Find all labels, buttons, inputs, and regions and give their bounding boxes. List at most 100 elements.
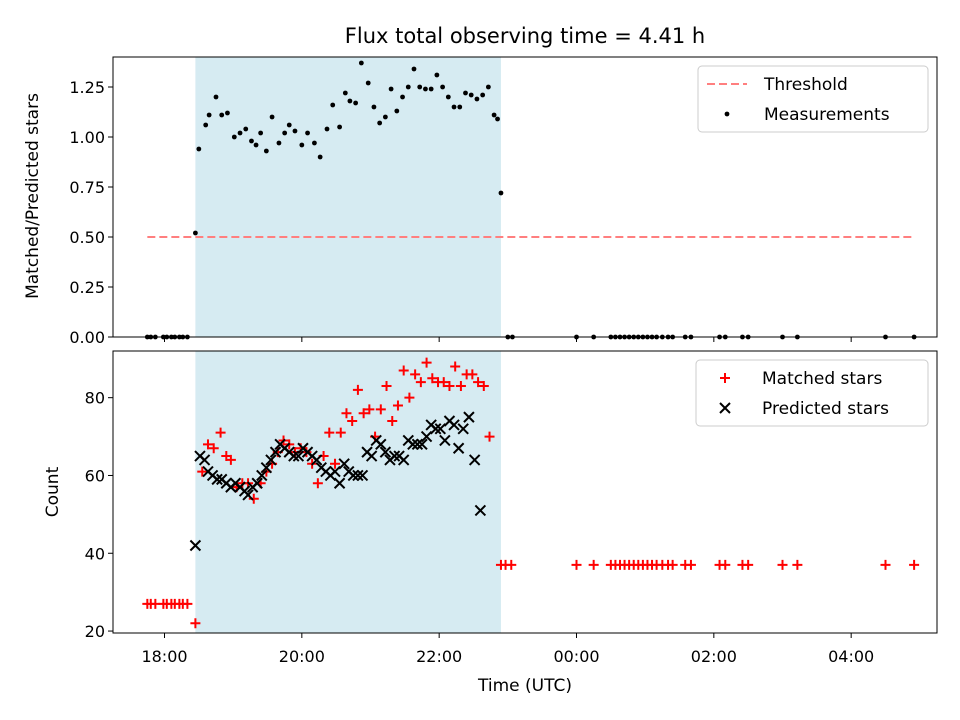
data-point	[387, 416, 398, 427]
data-point	[506, 559, 517, 570]
data-point	[208, 443, 219, 454]
data-point	[276, 140, 282, 146]
top-y-axis-label: Matched/Predicted stars	[23, 93, 43, 299]
count-panel: Count Time (UTC) 20 40 60 80 18:00 20:00 22:00…	[43, 350, 938, 696]
top-observing-window	[195, 57, 501, 337]
data-point	[463, 90, 468, 96]
data-point	[352, 384, 363, 395]
data-point	[468, 92, 474, 98]
top-axes-frame	[112, 56, 938, 338]
ratio-panel: Flux total observing time = 4.41 h Match…	[23, 24, 938, 347]
data-point	[330, 102, 336, 108]
data-point	[225, 110, 230, 116]
y-tick-label: 40	[85, 544, 105, 563]
data-point	[420, 430, 433, 443]
top-legend	[697, 65, 929, 133]
data-point	[415, 377, 426, 388]
data-point	[375, 404, 386, 415]
legend-label: Predicted stars	[762, 399, 889, 419]
legend-label: Threshold	[763, 75, 848, 95]
y-tick-label: 80	[85, 389, 105, 408]
data-point	[421, 357, 432, 368]
data-point	[282, 130, 288, 136]
data-point	[219, 112, 225, 118]
data-point	[347, 416, 358, 427]
data-point	[371, 104, 377, 110]
data-point	[189, 539, 202, 552]
x-tick-label: 02:00	[691, 647, 737, 666]
data-point	[455, 381, 466, 392]
data-point	[478, 381, 489, 392]
data-point	[685, 559, 696, 570]
data-point	[243, 126, 249, 132]
data-point	[190, 618, 201, 629]
data-point	[427, 373, 438, 384]
data-point	[211, 473, 223, 486]
data-point	[231, 134, 237, 140]
data-point	[416, 438, 428, 451]
data-point	[225, 454, 236, 465]
data-point	[312, 478, 323, 489]
data-point	[394, 108, 400, 114]
y-tick-label: 0.50	[69, 228, 105, 247]
data-point	[330, 458, 341, 469]
data-point	[792, 559, 803, 570]
data-point	[381, 381, 392, 392]
data-point	[215, 427, 226, 438]
data-point	[434, 72, 440, 78]
x-tick-label: 00:00	[553, 647, 599, 666]
data-point	[197, 466, 208, 477]
data-point	[474, 504, 487, 517]
data-point	[248, 493, 259, 504]
data-point	[263, 148, 269, 154]
data-point	[667, 559, 678, 570]
data-point	[444, 381, 455, 392]
data-point	[237, 130, 243, 136]
data-point	[286, 122, 292, 128]
data-point	[909, 559, 920, 570]
y-tick-label: 0.25	[69, 278, 105, 297]
data-point	[269, 446, 282, 458]
data-point	[312, 140, 317, 146]
data-point	[253, 142, 259, 148]
legend-label: Measurements	[764, 105, 890, 125]
y-tick-label: 1.25	[69, 78, 105, 97]
data-point	[265, 454, 277, 466]
data-point	[347, 98, 353, 104]
bottom-axes-frame	[112, 350, 938, 634]
data-point	[193, 230, 198, 236]
bottom-observing-window	[195, 351, 501, 633]
data-point	[495, 116, 500, 122]
data-point	[457, 104, 463, 110]
data-point	[342, 90, 348, 96]
data-point	[324, 427, 335, 438]
data-point	[411, 66, 417, 72]
data-point	[311, 454, 323, 466]
y-tick-label: 0.00	[69, 328, 105, 347]
data-point	[213, 94, 219, 100]
data-point	[410, 369, 421, 380]
data-point	[457, 423, 469, 435]
y-tick-label: 0.75	[69, 178, 105, 197]
data-point	[474, 96, 480, 102]
data-point	[356, 469, 369, 482]
data-point	[452, 442, 465, 454]
data-point	[292, 128, 298, 134]
data-point	[256, 469, 268, 482]
data-point	[484, 431, 495, 442]
data-point	[358, 408, 369, 419]
y-tick-label: 1.00	[69, 128, 105, 147]
bottom-y-axis-label: Count	[43, 466, 63, 517]
data-point	[292, 450, 305, 462]
data-point	[353, 100, 359, 106]
data-point	[468, 454, 481, 466]
data-point	[485, 84, 491, 90]
data-point	[206, 112, 212, 118]
data-point	[445, 94, 451, 100]
data-point	[450, 361, 461, 372]
data-point	[352, 469, 364, 482]
data-point	[480, 92, 486, 98]
bottom-legend	[695, 359, 929, 427]
data-point	[341, 408, 352, 419]
data-point	[258, 130, 264, 136]
